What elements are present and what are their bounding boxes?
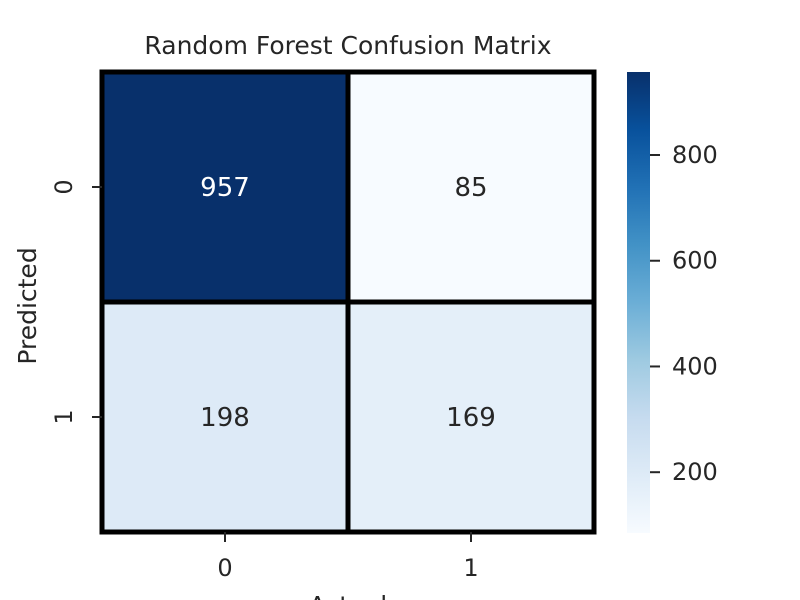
colorbar	[627, 72, 650, 533]
cell-value-label: 198	[200, 403, 250, 433]
colorbar-tick-label: 200	[672, 458, 718, 486]
cell-value-label: 957	[200, 173, 250, 203]
y-axis-label: Predicted	[13, 247, 42, 364]
cell-value-label: 169	[446, 403, 496, 433]
y-tick-label: 0	[50, 179, 78, 194]
y-axis-ticks: 01	[50, 179, 102, 425]
y-tick-label: 1	[50, 409, 78, 424]
colorbar-tick-label: 800	[672, 141, 718, 169]
cell-value-label: 85	[454, 173, 487, 203]
heatmap-cells: 957 85 198 169	[99, 69, 597, 535]
heatmap-cell	[99, 299, 351, 535]
x-tick-label: 0	[217, 554, 232, 582]
heatmap-cell	[345, 299, 597, 535]
colorbar-ticks: 200 400 600 800	[650, 141, 718, 486]
colorbar-tick-label: 400	[672, 352, 718, 380]
colorbar-tick-label: 600	[672, 247, 718, 275]
x-tick-label: 1	[463, 554, 478, 582]
heatmap-cell	[99, 69, 351, 305]
chart-title: Random Forest Confusion Matrix	[144, 31, 551, 60]
x-axis-label: Actual	[309, 591, 387, 600]
heatmap-cell	[345, 69, 597, 305]
